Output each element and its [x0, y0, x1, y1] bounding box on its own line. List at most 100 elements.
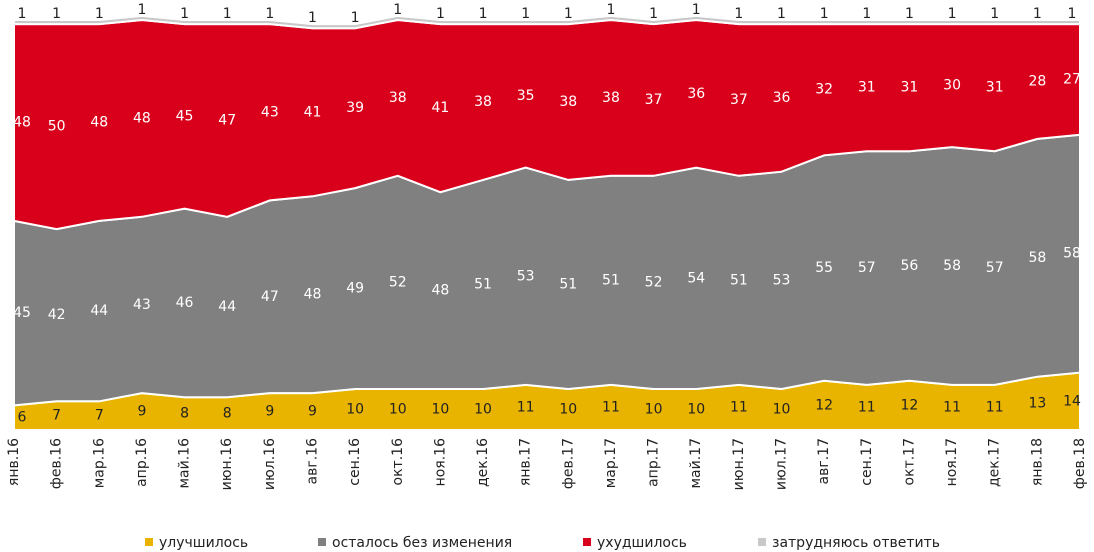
- data-label: 43: [261, 104, 279, 120]
- legend-label: затрудняюсь ответить: [772, 535, 940, 551]
- data-label: 8: [223, 406, 232, 422]
- data-label: 1: [948, 6, 957, 22]
- data-label: 1: [564, 6, 573, 22]
- data-label: 39: [346, 100, 364, 116]
- x-tick-label: дек.16: [475, 438, 491, 487]
- data-label: 1: [606, 2, 615, 18]
- data-label: 10: [687, 402, 705, 418]
- data-label: 1: [52, 6, 61, 22]
- data-label: 10: [645, 402, 663, 418]
- legend-swatch: [758, 538, 766, 546]
- x-tick-label: фев.18: [1072, 438, 1088, 489]
- data-label: 55: [815, 260, 833, 276]
- data-label: 1: [308, 10, 317, 26]
- data-label: 10: [773, 402, 791, 418]
- data-label: 49: [346, 281, 364, 297]
- data-label: 57: [858, 260, 876, 276]
- data-label: 28: [1028, 74, 1046, 90]
- data-label: 56: [901, 258, 919, 274]
- x-tick-label: ноя.17: [944, 438, 960, 486]
- data-label: 41: [304, 104, 322, 120]
- data-label: 37: [730, 92, 748, 108]
- data-label: 44: [218, 299, 236, 315]
- data-label: 11: [602, 399, 620, 415]
- data-label: 32: [815, 82, 833, 98]
- data-label: 1: [351, 10, 360, 26]
- data-label: 52: [645, 274, 663, 290]
- data-label: 46: [176, 295, 194, 311]
- data-label: 1: [95, 6, 104, 22]
- data-label: 54: [687, 270, 705, 286]
- data-label: 53: [773, 272, 791, 288]
- x-tick-label: янв.18: [1029, 438, 1045, 486]
- data-label: 1: [479, 6, 488, 22]
- data-label: 51: [474, 276, 492, 292]
- data-label: 31: [858, 80, 876, 96]
- x-tick-label: окт.17: [901, 438, 917, 485]
- data-label: 1: [692, 2, 701, 18]
- x-tick-label: сен.17: [859, 438, 875, 486]
- data-label: 1: [137, 2, 146, 18]
- data-label: 48: [133, 110, 151, 126]
- x-tick-label: мар.17: [603, 438, 619, 488]
- data-label: 1: [1033, 6, 1042, 22]
- data-label: 1: [734, 6, 743, 22]
- data-label: 1: [820, 6, 829, 22]
- data-label: 38: [474, 94, 492, 110]
- data-label: 31: [986, 80, 1004, 96]
- data-label: 12: [901, 397, 919, 413]
- x-tick-label: апр.16: [134, 438, 150, 487]
- x-tick-label: фев.17: [560, 438, 576, 489]
- data-label: 51: [602, 272, 620, 288]
- data-label: 1: [265, 6, 274, 22]
- data-label: 9: [265, 404, 274, 420]
- x-tick-label: дек.17: [987, 438, 1003, 487]
- x-tick-label: май.17: [688, 438, 704, 489]
- data-label: 11: [858, 399, 876, 415]
- data-label: 58: [1028, 250, 1046, 266]
- data-label: 53: [517, 268, 535, 284]
- data-label: 1: [393, 2, 402, 18]
- data-label: 47: [261, 289, 279, 305]
- data-label: 38: [389, 90, 407, 106]
- data-label: 10: [431, 402, 449, 418]
- x-tick-label: июн.16: [219, 438, 235, 490]
- data-label: 38: [602, 90, 620, 106]
- data-label: 14: [1063, 393, 1081, 409]
- data-label: 42: [48, 307, 66, 323]
- x-tick-label: окт.16: [390, 438, 406, 486]
- data-label: 1: [649, 6, 658, 22]
- data-label: 1: [1068, 6, 1077, 22]
- area: [13, 14, 1081, 30]
- data-label: 45: [176, 108, 194, 124]
- data-label: 30: [943, 78, 961, 94]
- data-label: 27: [1063, 71, 1081, 87]
- data-label: 8: [180, 406, 189, 422]
- data-label: 11: [986, 399, 1004, 415]
- legend-swatch: [318, 538, 326, 546]
- x-tick-label: янв.17: [518, 438, 534, 486]
- legend-label: улучшилось: [159, 535, 248, 551]
- x-tick-label: июн.17: [731, 438, 747, 490]
- data-label: 35: [517, 88, 535, 104]
- data-label: 1: [862, 6, 871, 22]
- data-label: 1: [521, 6, 530, 22]
- x-tick-label: авг.17: [816, 438, 832, 484]
- legend-swatch: [583, 538, 591, 546]
- data-label: 12: [815, 397, 833, 413]
- data-label: 11: [730, 399, 748, 415]
- x-tick-label: июл.16: [262, 438, 278, 490]
- data-label: 7: [52, 408, 61, 424]
- data-label: 11: [517, 399, 535, 415]
- data-label: 9: [308, 404, 317, 420]
- data-label: 48: [431, 283, 449, 299]
- data-label: 1: [905, 6, 914, 22]
- data-label: 58: [1063, 246, 1081, 262]
- data-label: 37: [645, 92, 663, 108]
- x-tick-label: сен.16: [347, 438, 363, 486]
- data-label: 47: [218, 112, 236, 128]
- data-label: 1: [180, 6, 189, 22]
- data-label: 51: [559, 276, 577, 292]
- data-label: 10: [474, 402, 492, 418]
